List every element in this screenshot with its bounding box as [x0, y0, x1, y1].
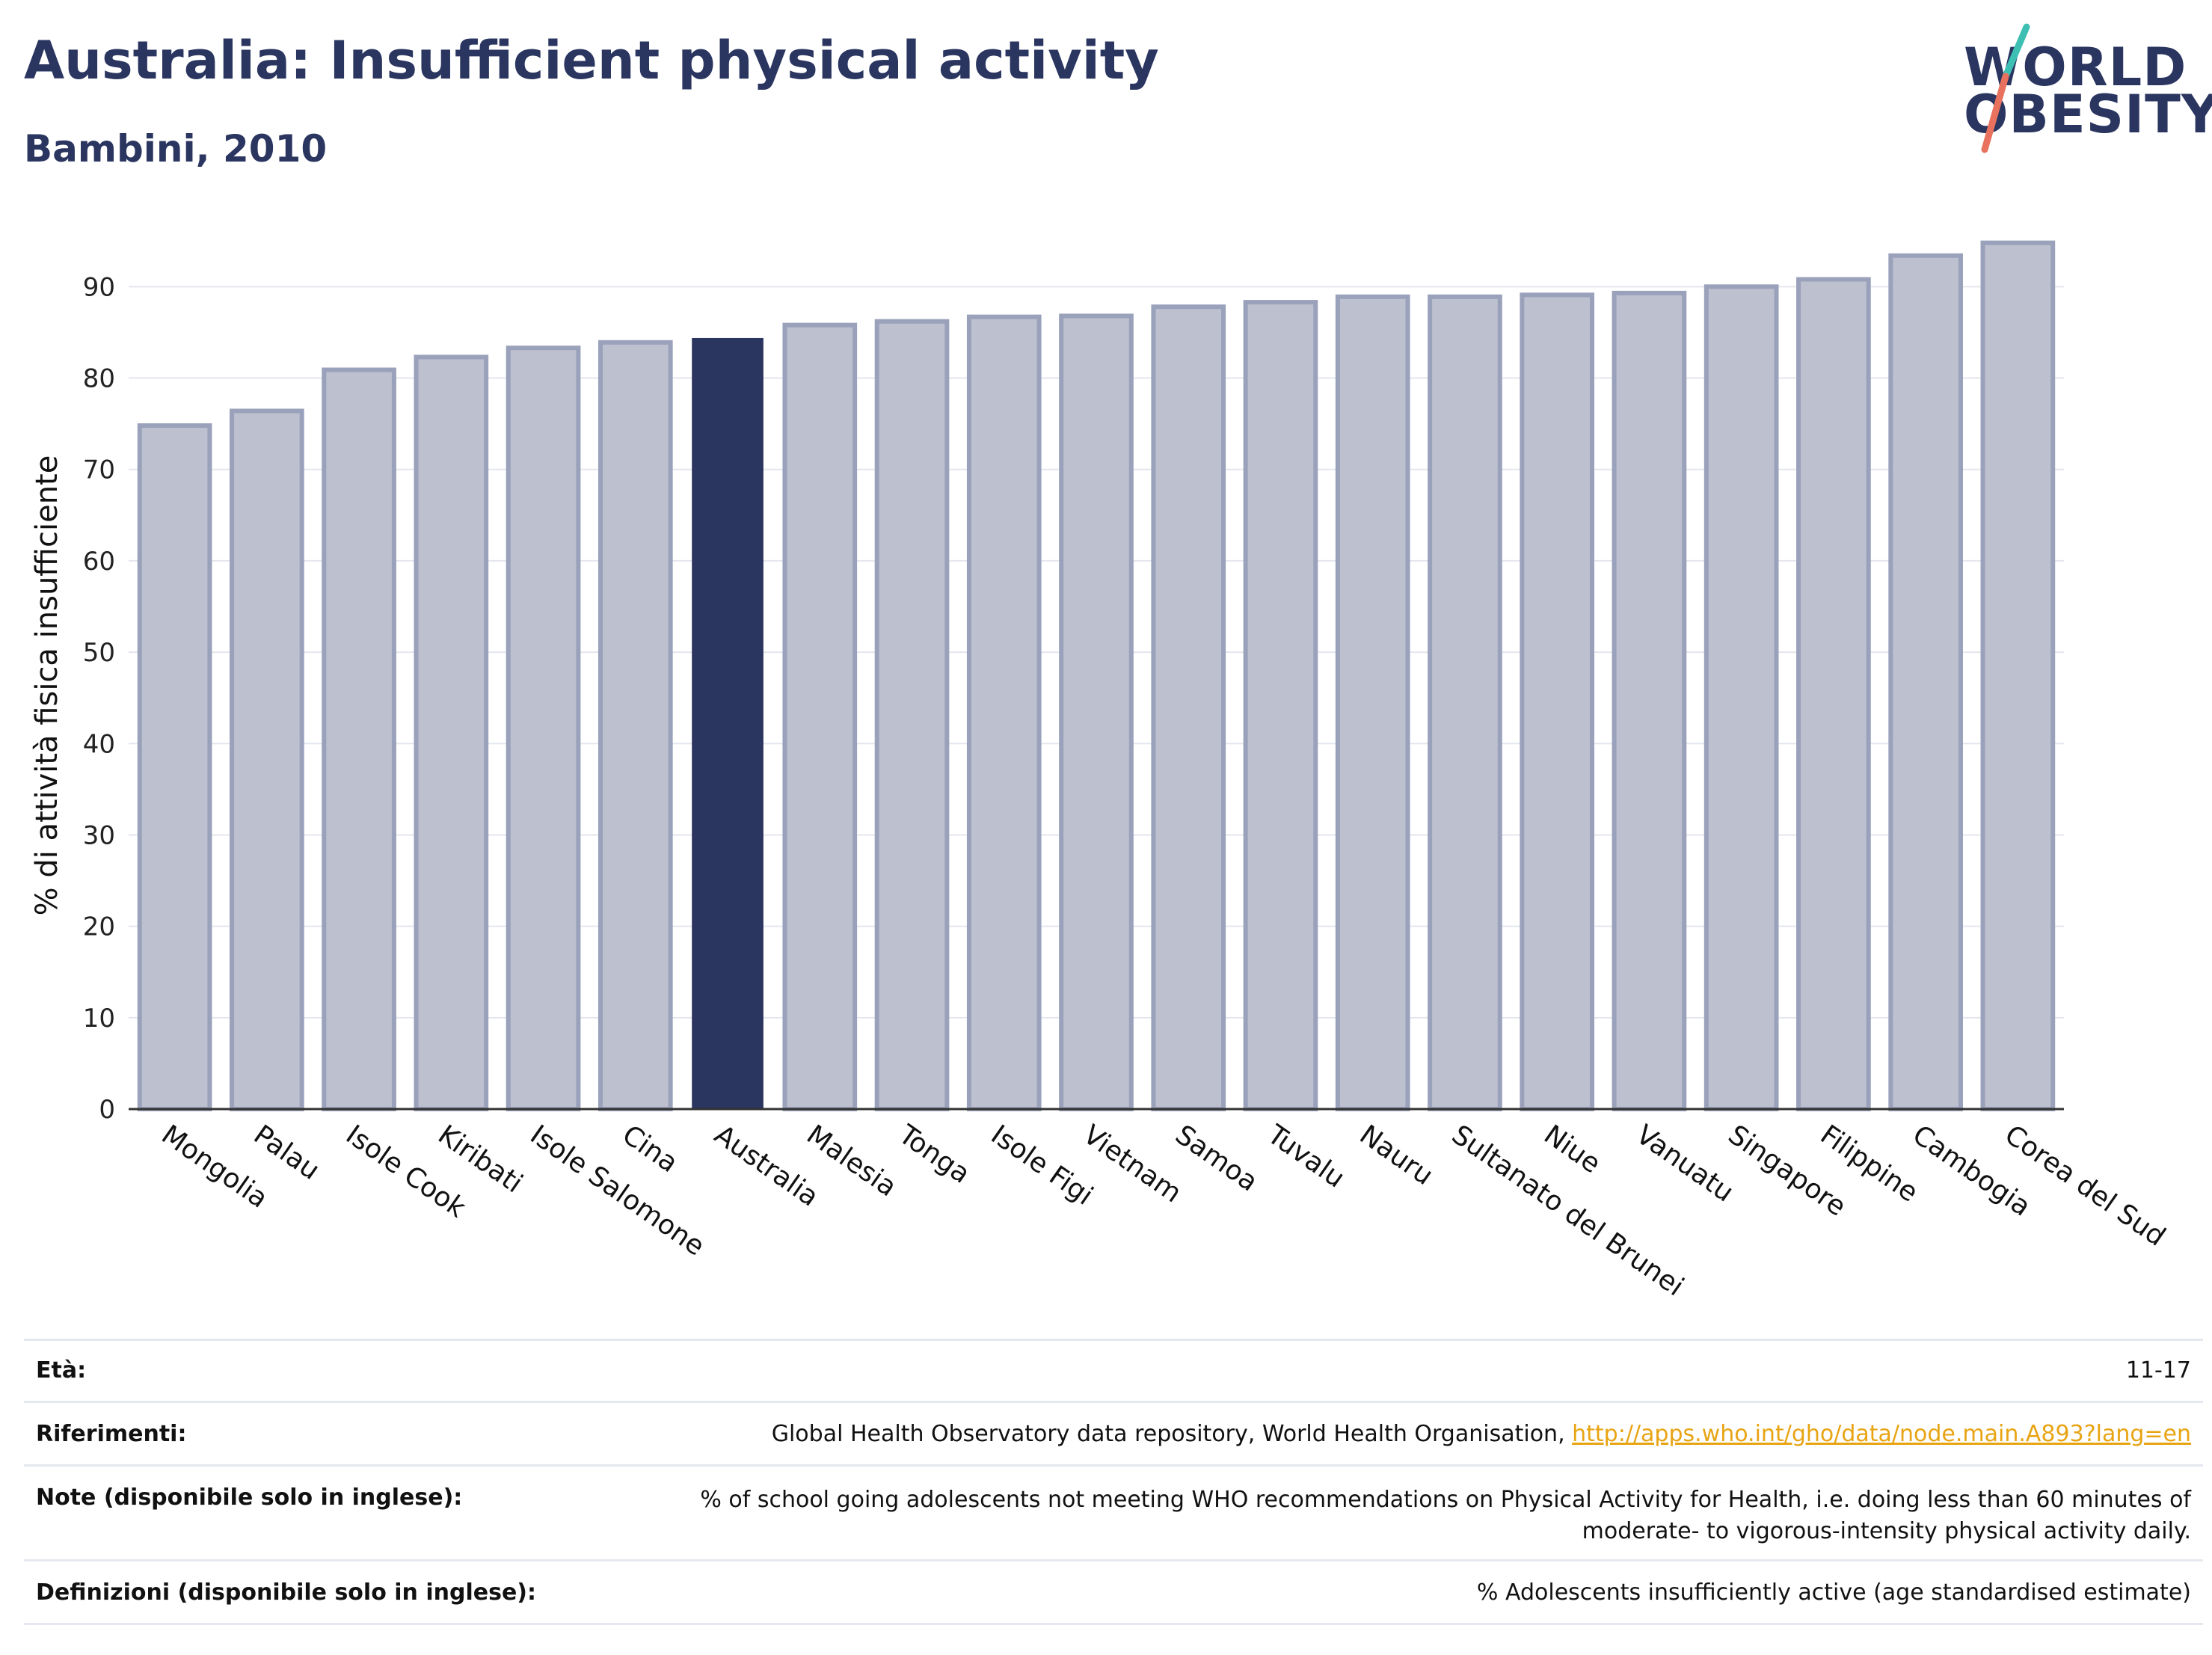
bar-malesia [782, 322, 858, 1112]
notes-value: % of school going adolescents not meetin… [700, 1487, 2191, 1544]
bar-tuvalu [1243, 300, 1318, 1112]
references-label: Riferimenti: [36, 1421, 187, 1447]
bar-filippine [1796, 277, 1871, 1112]
x-tick-label: Vietnam [1078, 1120, 1187, 1209]
definitions-label: Definizioni (disponibile solo in inglese… [36, 1579, 536, 1606]
bar-palau [230, 408, 304, 1111]
logo-line-2: OBESITY [1964, 84, 2212, 145]
y-tick-label: 70 [83, 455, 115, 485]
notes-label: Note (disponibile solo in inglese): [36, 1484, 463, 1511]
bar-cina [597, 340, 673, 1111]
y-tick-label: 10 [83, 1004, 115, 1034]
bar-mongolia [137, 423, 212, 1111]
meta-row-references: Riferimenti: Global Health Observatory d… [24, 1401, 2203, 1464]
bar-samoa [1151, 304, 1226, 1112]
x-tick-label: Nauru [1354, 1120, 1439, 1191]
y-tick-label: 30 [83, 820, 115, 850]
bar-vanuatu [1612, 290, 1687, 1112]
references-text: Global Health Observatory data repositor… [771, 1421, 1573, 1447]
x-tick-label: Australia [709, 1120, 824, 1213]
bar-kiribati [414, 354, 489, 1112]
x-tick-label: Vanuatu [1630, 1120, 1739, 1209]
bar-corea-del-sud [1980, 240, 2056, 1112]
y-tick-label: 20 [83, 912, 115, 942]
x-tick-label: Tonga [893, 1119, 976, 1190]
bar-cambogia [1888, 253, 1963, 1111]
page-subtitle: Bambini, 2010 [24, 127, 328, 171]
meta-row-notes: Note (disponibile solo in inglese): % of… [24, 1464, 2203, 1559]
x-tick-label: Palau [248, 1120, 325, 1186]
bar-vietnam [1059, 313, 1134, 1112]
x-tick-label: Tuvalu [1261, 1119, 1350, 1194]
meta-row-age: Età: 11-17 [24, 1339, 2203, 1401]
meta-row-definitions: Definizioni (disponibile solo in inglese… [24, 1559, 2203, 1625]
bar-australia [692, 337, 764, 1111]
bar-tonga [874, 319, 950, 1111]
y-tick-label: 40 [83, 729, 115, 759]
bar-niue [1520, 292, 1595, 1112]
age-value: 11-17 [2125, 1357, 2191, 1384]
definitions-value: % Adolescents insufficiently active (age… [1476, 1579, 2191, 1606]
x-tick-label: Corea del Sud [1999, 1120, 2171, 1253]
bar-nauru [1335, 294, 1410, 1111]
y-tick-label: 80 [83, 364, 115, 394]
bar-isole-salomone [506, 346, 581, 1112]
y-tick-label: 90 [83, 272, 115, 302]
references-link[interactable]: http://apps.who.int/gho/data/node.main.A… [1572, 1421, 2191, 1447]
age-label: Età: [36, 1357, 87, 1384]
x-tick-label: Cina [617, 1120, 683, 1179]
y-tick-label: 0 [99, 1095, 115, 1125]
y-axis-title: % di attività fisica insufficiente [30, 455, 64, 916]
y-tick-label: 60 [83, 547, 115, 577]
bar-sultanato-del-brunei [1428, 294, 1502, 1111]
bar-singapore [1703, 284, 1779, 1111]
metadata-table: Età: 11-17 Riferimenti: Global Health Ob… [24, 1339, 2203, 1625]
y-tick-label: 50 [83, 638, 115, 668]
bar-isole-figi [966, 314, 1042, 1111]
page-title: Australia: Insufficient physical activit… [24, 30, 1159, 91]
references-value: Global Health Observatory data repositor… [772, 1421, 2191, 1447]
x-tick-label: Isole Figi [986, 1120, 1099, 1212]
x-tick-label: Isole Salomone [524, 1120, 710, 1262]
x-tick-label: Niue [1538, 1120, 1606, 1180]
world-obesity-logo[interactable]: WORLD OBESITY [1952, 22, 2212, 157]
logo-slash-icon [1981, 23, 2030, 153]
bar-isole-cook [322, 367, 396, 1111]
